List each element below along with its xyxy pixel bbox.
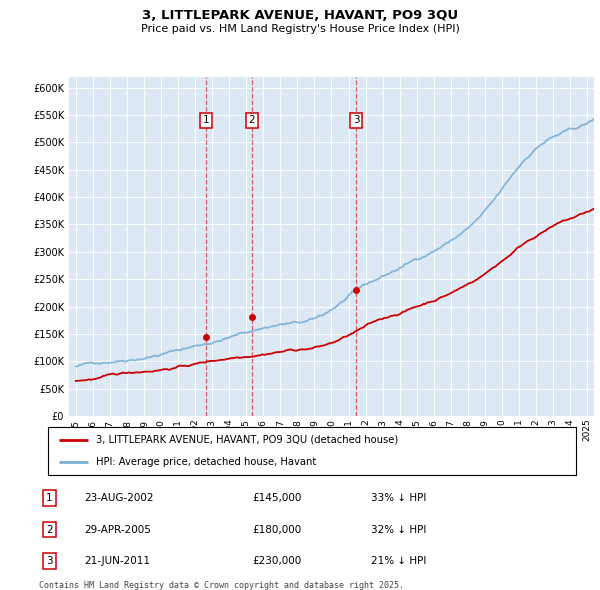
Text: 3: 3 (353, 116, 359, 126)
Text: HPI: Average price, detached house, Havant: HPI: Average price, detached house, Hava… (95, 457, 316, 467)
Text: £230,000: £230,000 (252, 556, 301, 566)
Text: 3, LITTLEPARK AVENUE, HAVANT, PO9 3QU (detached house): 3, LITTLEPARK AVENUE, HAVANT, PO9 3QU (d… (95, 435, 398, 445)
Text: 21% ↓ HPI: 21% ↓ HPI (371, 556, 426, 566)
Text: £180,000: £180,000 (252, 525, 301, 535)
Text: 23-AUG-2002: 23-AUG-2002 (85, 493, 154, 503)
Text: 2: 2 (46, 525, 53, 535)
Text: Contains HM Land Registry data © Crown copyright and database right 2025.: Contains HM Land Registry data © Crown c… (39, 581, 404, 590)
Text: 3, LITTLEPARK AVENUE, HAVANT, PO9 3QU: 3, LITTLEPARK AVENUE, HAVANT, PO9 3QU (142, 9, 458, 22)
Text: 1: 1 (203, 116, 209, 126)
Text: 32% ↓ HPI: 32% ↓ HPI (371, 525, 426, 535)
Text: 1: 1 (46, 493, 53, 503)
Text: 3: 3 (46, 556, 53, 566)
Text: Price paid vs. HM Land Registry's House Price Index (HPI): Price paid vs. HM Land Registry's House … (140, 24, 460, 34)
Text: £145,000: £145,000 (252, 493, 301, 503)
Text: 29-APR-2005: 29-APR-2005 (85, 525, 151, 535)
Text: 21-JUN-2011: 21-JUN-2011 (85, 556, 151, 566)
Text: 2: 2 (248, 116, 255, 126)
Text: 33% ↓ HPI: 33% ↓ HPI (371, 493, 426, 503)
